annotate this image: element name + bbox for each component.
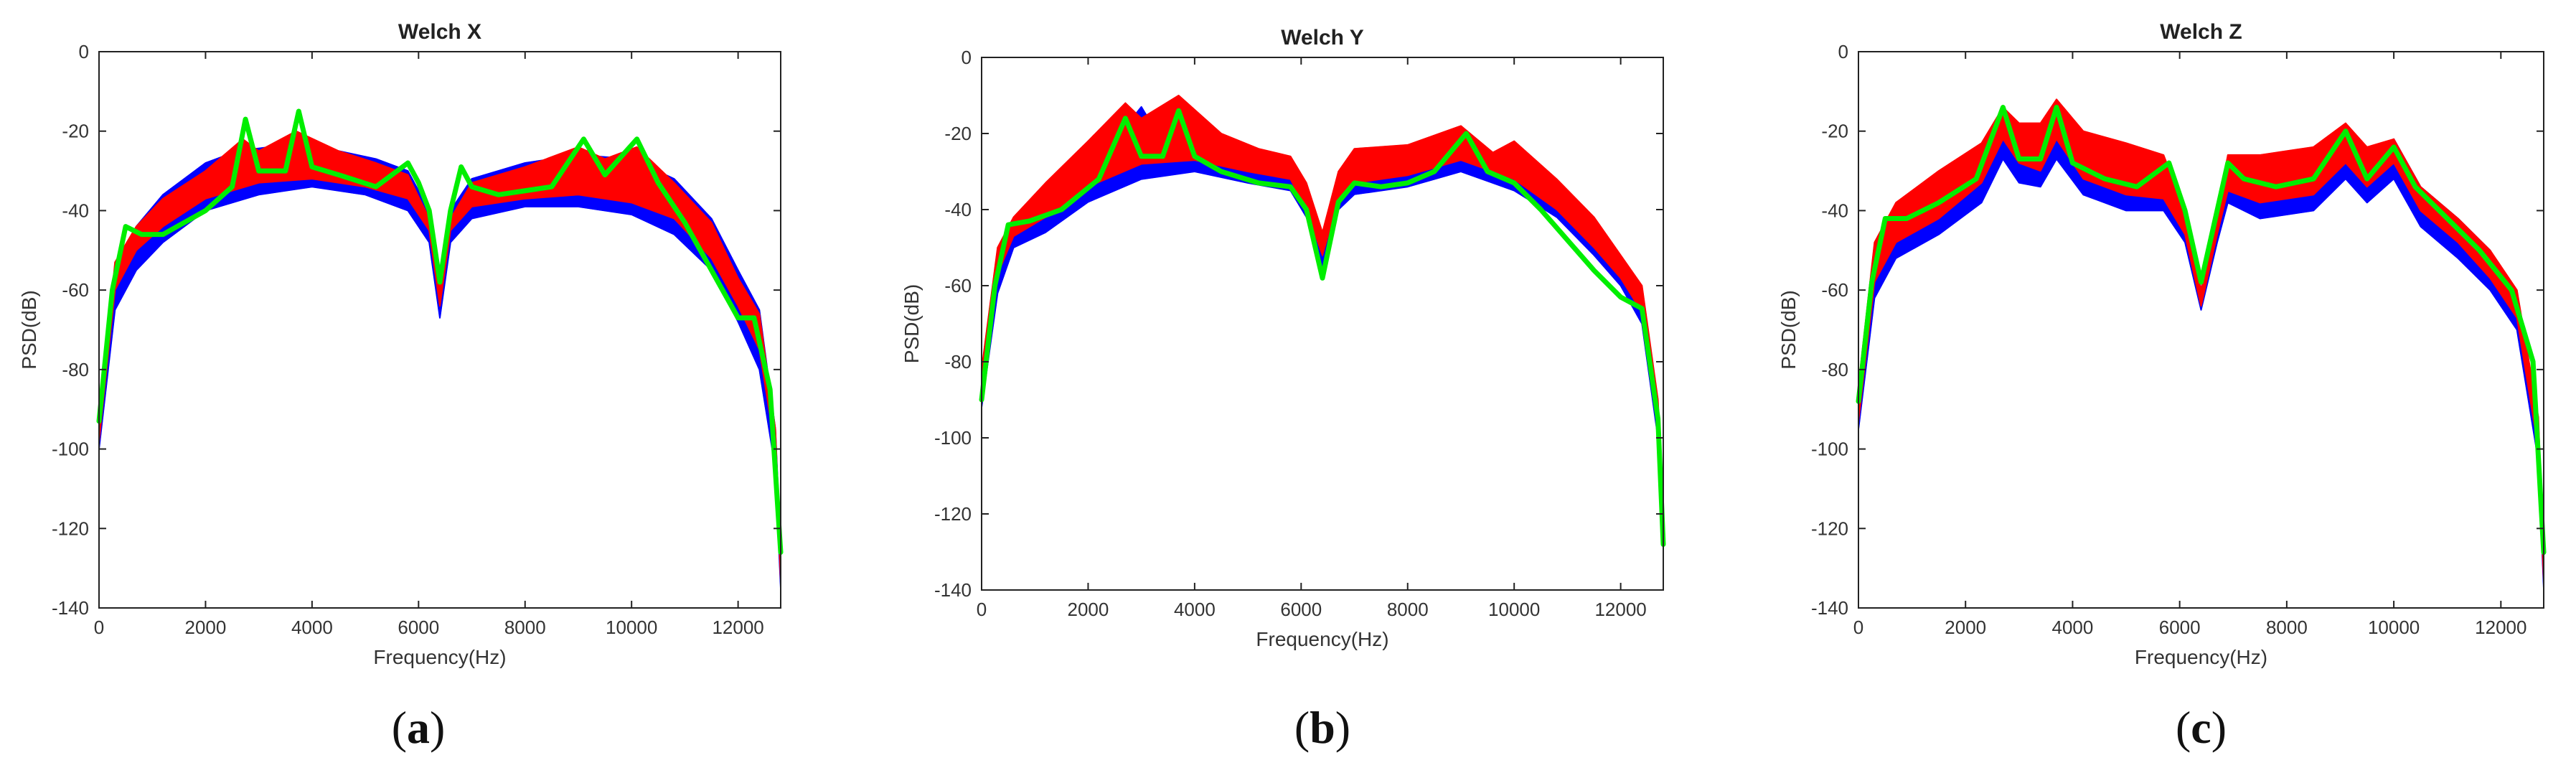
- x-tick-label: 12000: [1594, 599, 1646, 620]
- chart-title: Welch Z: [2160, 20, 2242, 44]
- y-tick-label: -100: [1811, 439, 1848, 460]
- x-tick-label: 8000: [504, 617, 546, 638]
- caption-open-paren: (: [2176, 702, 2191, 753]
- x-tick-label: 8000: [2266, 617, 2308, 638]
- x-tick-label: 12000: [2475, 617, 2526, 638]
- series-trace: [981, 95, 1664, 507]
- y-tick-label: -140: [934, 579, 972, 601]
- x-tick-label: 0: [1853, 617, 1863, 638]
- x-tick-label: 12000: [712, 617, 763, 638]
- series-line: [96, 108, 784, 555]
- y-tick-label: -120: [52, 518, 89, 539]
- plot-area: [981, 57, 1664, 591]
- series-trace: [98, 142, 781, 566]
- y-tick-label: -20: [944, 123, 972, 144]
- plot-area: [98, 51, 781, 609]
- x-tick-label: 6000: [1280, 599, 1322, 620]
- series-line: [1856, 105, 2547, 555]
- panel-caption: (c): [2176, 702, 2227, 753]
- y-tick-label: 0: [79, 41, 89, 62]
- plot-frame: [981, 57, 1664, 591]
- y-tick-label: -80: [1821, 359, 1848, 380]
- x-axis-label: Frequency(Hz): [2135, 646, 2267, 668]
- caption-letter: a: [407, 702, 430, 753]
- y-tick-label: -40: [944, 199, 972, 220]
- series-trace: [98, 130, 781, 561]
- series-trace: [1858, 98, 2544, 561]
- caption-open-paren: (: [1294, 702, 1310, 753]
- plot-area: [1858, 51, 2544, 609]
- x-tick-label: 2000: [1068, 599, 1109, 620]
- x-tick-label: 4000: [1174, 599, 1216, 620]
- y-tick-label: -20: [1821, 121, 1848, 142]
- x-tick-label: 4000: [291, 617, 333, 638]
- caption-close-paren: ): [430, 702, 445, 753]
- y-tick-label: -20: [62, 121, 89, 142]
- series-trace: [1858, 157, 2544, 589]
- series-trace: [98, 167, 781, 576]
- caption-close-paren: ): [1335, 702, 1350, 753]
- caption-letter: b: [1310, 702, 1335, 753]
- y-tick-label: -120: [934, 503, 972, 525]
- x-tick-label: 6000: [398, 617, 439, 638]
- x-tick-label: 0: [94, 617, 104, 638]
- caption-close-paren: ): [2211, 702, 2227, 753]
- x-tick-label: 10000: [1488, 599, 1540, 620]
- y-tick-label: -140: [52, 597, 89, 619]
- panel-caption: (a): [392, 702, 446, 753]
- series-trace: [98, 178, 781, 581]
- y-axis-label: PSD(dB): [18, 290, 40, 369]
- x-tick-label: 10000: [606, 617, 657, 638]
- series-trace: [98, 186, 781, 589]
- y-tick-label: -100: [934, 427, 972, 449]
- y-tick-label: -40: [1821, 200, 1848, 221]
- y-tick-label: -60: [1821, 279, 1848, 301]
- y-axis-label: PSD(dB): [1777, 290, 1800, 369]
- chart-title: Welch Y: [1281, 26, 1364, 50]
- caption-open-paren: (: [392, 702, 407, 753]
- x-tick-label: 8000: [1387, 599, 1429, 620]
- y-tick-label: -60: [944, 275, 972, 296]
- y-tick-label: -40: [62, 200, 89, 221]
- x-axis-label: Frequency(Hz): [373, 646, 506, 668]
- caption-letter: c: [2191, 702, 2211, 753]
- series-3: [979, 108, 1666, 547]
- y-tick-label: -140: [1811, 597, 1848, 619]
- x-tick-label: 2000: [1945, 617, 1986, 638]
- y-tick-label: -60: [62, 279, 89, 301]
- y-tick-label: -80: [62, 359, 89, 380]
- chart-title: Welch X: [398, 20, 481, 44]
- series-trace: [981, 128, 1664, 520]
- series-trace: [981, 155, 1664, 537]
- series-trace: [1858, 138, 2544, 581]
- series-3: [1856, 105, 2547, 555]
- x-tick-label: 10000: [2368, 617, 2420, 638]
- x-axis-label: Frequency(Hz): [1256, 628, 1388, 650]
- series-trace: [981, 111, 1664, 513]
- y-tick-label: 0: [962, 47, 972, 68]
- series-trace: [1858, 118, 2544, 571]
- x-tick-label: 4000: [2052, 617, 2094, 638]
- y-tick-label: -80: [944, 351, 972, 373]
- x-tick-label: 6000: [2159, 617, 2201, 638]
- x-tick-label: 2000: [185, 617, 227, 638]
- plot-frame: [98, 51, 781, 609]
- y-tick-label: -120: [1811, 518, 1848, 539]
- series-trace: [981, 144, 1664, 527]
- y-axis-label: PSD(dB): [901, 284, 923, 363]
- plot-frame: [1858, 51, 2544, 609]
- y-tick-label: -100: [52, 439, 89, 460]
- series-3: [96, 108, 784, 555]
- y-tick-label: 0: [1838, 41, 1848, 62]
- series-line: [979, 108, 1666, 547]
- x-tick-label: 0: [977, 599, 987, 620]
- panel-caption: (b): [1294, 702, 1350, 753]
